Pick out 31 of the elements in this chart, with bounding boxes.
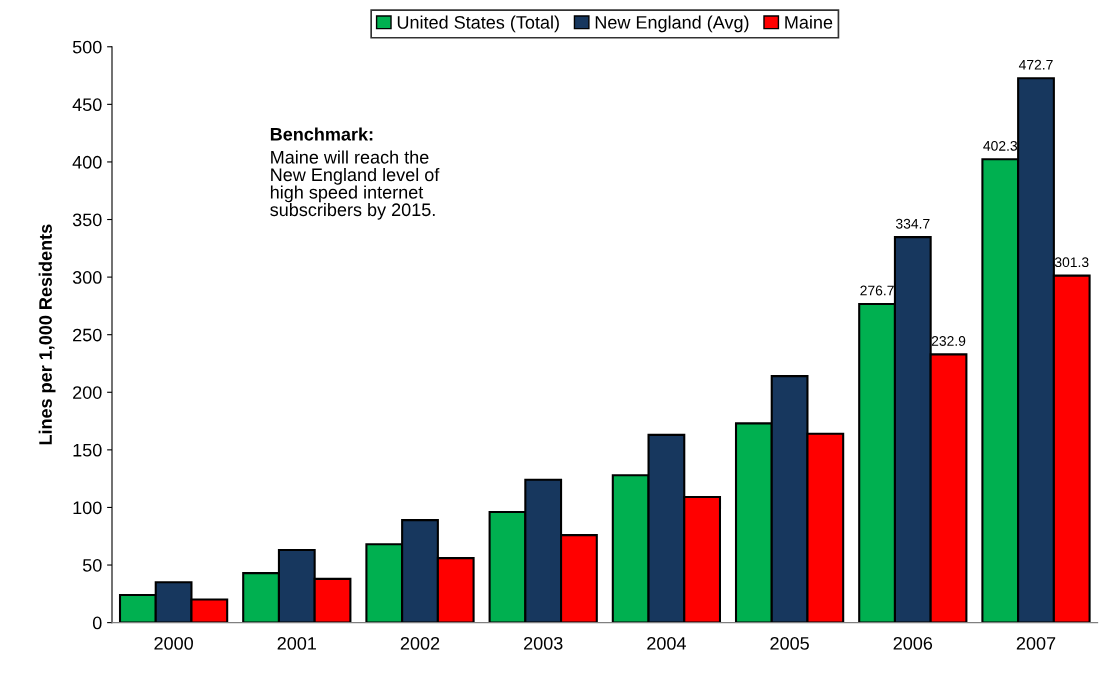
y-tick-label: 400 xyxy=(72,155,102,169)
y-tick-label: 0 xyxy=(92,616,102,630)
y-tick-label: 450 xyxy=(72,98,102,112)
legend-label: United States (Total) xyxy=(397,15,559,33)
data-label: 276.7 xyxy=(860,285,894,296)
x-tick-label: 2004 xyxy=(647,636,686,650)
data-label: 402.3 xyxy=(983,140,1018,151)
y-tick-label: 200 xyxy=(73,386,102,399)
x-tick-label: 2001 xyxy=(277,636,316,650)
x-tick-label: 2006 xyxy=(893,636,933,650)
y-tick-label: 50 xyxy=(82,558,102,572)
y-tick-label: 300 xyxy=(72,271,102,284)
legend-label: Maine xyxy=(785,15,833,29)
data-label: 301.3 xyxy=(1054,257,1089,268)
y-tick-label: 250 xyxy=(73,328,102,342)
data-label: 472.7 xyxy=(1018,59,1053,70)
x-tick-label: 2007 xyxy=(1016,636,1056,650)
data-label: 334.7 xyxy=(895,218,930,229)
annotation: Benchmark: xyxy=(270,127,373,141)
x-tick-label: 2002 xyxy=(400,636,440,650)
y-tick-label: 100 xyxy=(73,501,102,515)
data-label: 232.9 xyxy=(931,336,966,346)
y-tick-label: 500 xyxy=(72,40,102,54)
x-tick-label: 2000 xyxy=(154,636,193,650)
y-tick-label: 350 xyxy=(72,213,102,227)
legend-label: New England (Avg) xyxy=(595,15,749,33)
y-tick-label: 150 xyxy=(73,443,102,457)
annotation: Maine will reach the New England level of high speed internet subscribers by 2015. xyxy=(270,150,440,220)
x-tick-label: 2003 xyxy=(524,636,563,650)
y-axis-title: Lines per 1,000 Residents xyxy=(38,224,56,445)
x-tick-label: 2005 xyxy=(770,636,809,650)
